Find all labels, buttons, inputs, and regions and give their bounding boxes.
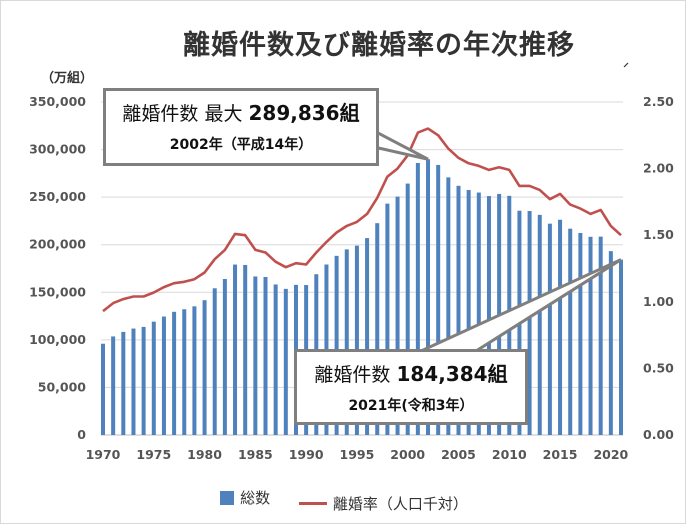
bar-1988 <box>283 288 288 435</box>
bar-1986 <box>263 277 268 435</box>
bar-2001 <box>415 162 420 435</box>
bar-1980 <box>202 300 207 435</box>
bar-2006 <box>466 190 471 435</box>
bar-1970 <box>101 343 105 435</box>
y-right-tick-label: 2.50 <box>643 94 674 109</box>
x-tick-label: 1995 <box>340 447 375 462</box>
bar-1978 <box>182 309 187 435</box>
bar-1994 <box>344 249 349 435</box>
bar-2003 <box>436 164 441 435</box>
legend-label-bars: 総数 <box>240 489 271 507</box>
bar-2021 <box>619 259 623 435</box>
bar-2000 <box>405 183 410 435</box>
max-callout-label: 離婚件数 最大 <box>122 103 243 125</box>
bar-2019 <box>598 236 603 435</box>
x-tick-label: 1980 <box>187 447 222 462</box>
legend: 総数 離婚率（人口千対） <box>1 487 685 514</box>
bar-2007 <box>476 192 481 435</box>
bar-1974 <box>141 326 146 435</box>
x-tick-label: 2020 <box>593 447 628 462</box>
x-tick-label: 1985 <box>238 447 273 462</box>
x-tick-label: 1990 <box>289 447 324 462</box>
latest-callout-value: 184,384組 <box>396 362 508 386</box>
x-tick-label: 1970 <box>86 447 121 462</box>
y-left-tick-label: 50,000 <box>38 379 87 394</box>
bar-2018 <box>588 236 593 435</box>
y-left-unit-label: （万組） <box>41 71 94 86</box>
bar-2015 <box>558 219 563 435</box>
max-callout-value: 289,836組 <box>248 101 360 125</box>
bar-1979 <box>192 306 197 435</box>
y-right-tick-label: 0.00 <box>643 427 674 442</box>
bar-1995 <box>354 245 359 435</box>
bar-2008 <box>486 196 491 435</box>
bar-1997 <box>375 223 380 435</box>
y-left-tick-label: 250,000 <box>29 189 86 204</box>
bar-1987 <box>273 284 278 435</box>
bar-2020 <box>608 251 613 435</box>
bar-1977 <box>172 311 177 435</box>
x-tick-label: 1975 <box>136 447 171 462</box>
latest-callout-year: 2021年(令和3年） <box>348 398 474 414</box>
max-callout: 離婚件数 最大 289,836組 2002年（平成14年） <box>103 88 379 166</box>
legend-item-line[interactable]: 離婚率（人口千対） <box>298 493 468 514</box>
y-left-tick-label: 100,000 <box>29 332 86 347</box>
bar-2013 <box>537 214 542 435</box>
bar-1971 <box>111 336 116 435</box>
rate-line <box>102 127 622 313</box>
bar-2016 <box>568 228 573 435</box>
bar-1985 <box>253 276 258 435</box>
legend-label-line: 離婚率（人口千対） <box>332 494 468 513</box>
bar-1972 <box>121 331 126 435</box>
y-right-tick-label: 0.50 <box>643 360 674 375</box>
bar-1998 <box>385 203 390 435</box>
y-right-tick-label: 2.00 <box>643 161 674 176</box>
x-tick-label: 2005 <box>441 447 476 462</box>
x-tick-label: 2010 <box>492 447 527 462</box>
corner-mark <box>623 62 629 68</box>
bar-1999 <box>395 196 400 435</box>
bar-1976 <box>161 316 166 435</box>
bar-1996 <box>365 238 370 435</box>
legend-swatch-line <box>298 501 327 505</box>
bar-2002 <box>426 159 431 435</box>
latest-callout: 離婚件数 184,384組 2021年(令和3年） <box>294 349 528 425</box>
x-tick-label: 2015 <box>543 447 578 462</box>
latest-callout-label: 離婚件数 <box>314 364 397 386</box>
bar-1973 <box>131 328 136 435</box>
x-tick-label: 2000 <box>390 447 425 462</box>
bar-2004 <box>446 177 451 435</box>
bar-1983 <box>233 264 238 435</box>
bar-1981 <box>212 288 217 435</box>
bar-1982 <box>222 278 227 435</box>
max-callout-year: 2002年（平成14年） <box>169 137 313 153</box>
y-left-tick-label: 350,000 <box>29 94 86 109</box>
bar-2012 <box>527 211 532 435</box>
bar-2005 <box>456 185 461 435</box>
chart-title: 離婚件数及び離婚率の年次推移 <box>183 30 575 61</box>
bar-1975 <box>151 321 156 435</box>
bar-2017 <box>578 233 583 435</box>
bar-1993 <box>334 255 339 435</box>
y-left-tick-label: 150,000 <box>29 284 86 299</box>
bar-2014 <box>547 223 552 435</box>
y-left-tick-label: 300,000 <box>29 142 86 157</box>
y-left-tick-label: 0 <box>77 427 86 442</box>
legend-swatch-bars <box>220 490 235 505</box>
y-left-tick-label: 200,000 <box>29 237 86 252</box>
y-right-tick-label: 1.00 <box>643 294 674 309</box>
legend-item-bars[interactable]: 総数 <box>220 487 270 508</box>
y-right-tick-label: 1.50 <box>643 227 674 242</box>
bar-1984 <box>243 264 248 435</box>
